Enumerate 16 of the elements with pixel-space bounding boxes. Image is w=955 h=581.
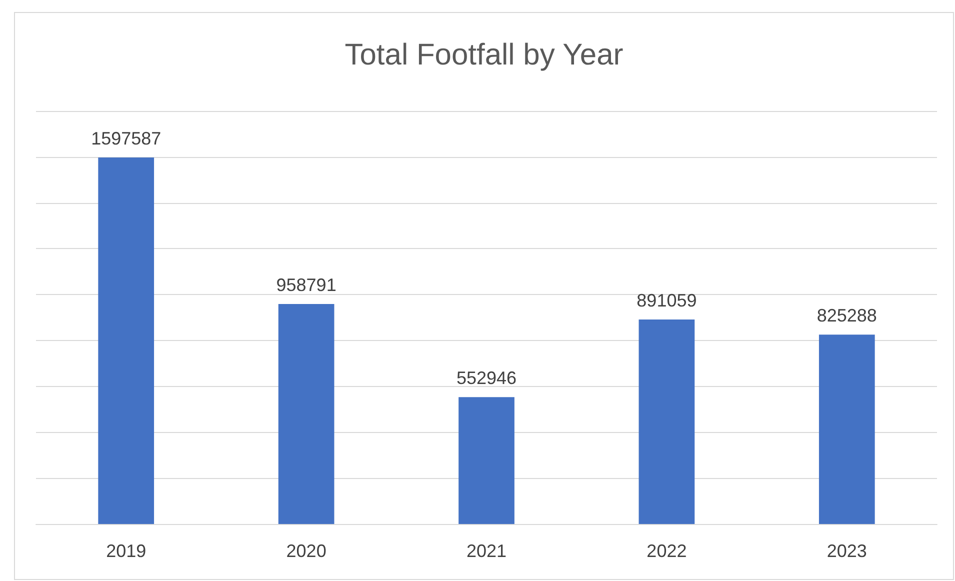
bar: [458, 397, 514, 524]
data-label: 825288: [816, 306, 877, 326]
x-tick-label: 2023: [826, 541, 867, 561]
chart-title: Total Footfall by Year: [344, 38, 624, 72]
x-tick-label: 2020: [286, 541, 326, 561]
x-tick-label: 2022: [646, 541, 687, 561]
data-label: 891059: [636, 290, 697, 311]
bar: [278, 304, 334, 524]
x-tick-label: 2019: [106, 541, 146, 561]
bar: [638, 320, 695, 524]
data-label: 552946: [456, 368, 517, 388]
bar: [98, 157, 154, 524]
data-label: 958791: [276, 275, 336, 296]
x-tick-label: 2021: [466, 541, 507, 561]
data-label: 1597587: [91, 128, 162, 148]
bar: [818, 334, 875, 524]
